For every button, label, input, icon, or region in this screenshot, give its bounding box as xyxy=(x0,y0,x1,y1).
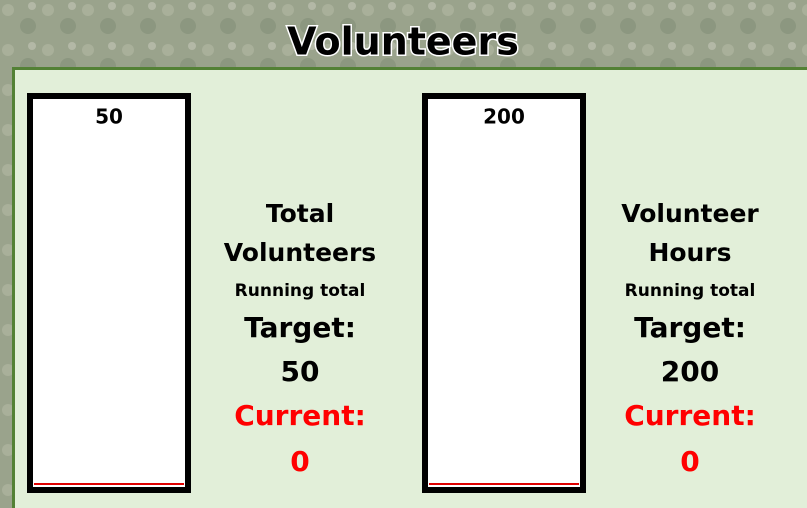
thermometer xyxy=(27,93,191,493)
target-value: 200 xyxy=(661,355,719,388)
name-line: Volunteer xyxy=(621,199,759,228)
content: 50 Total Volunteers Running total Target: 50 C… xyxy=(27,93,759,493)
target-value: 50 xyxy=(281,355,320,388)
title: Volunteers xyxy=(287,20,519,64)
subtitle: Running total xyxy=(625,281,756,301)
thermometer xyxy=(422,93,586,493)
subtitle: Running total xyxy=(235,281,366,301)
current-value: 0 xyxy=(680,445,699,478)
current-label: Current: xyxy=(234,399,366,432)
max-label: 200 xyxy=(483,105,525,129)
current-value: 0 xyxy=(290,445,309,478)
name-line: Volunteers xyxy=(224,238,376,267)
current-label: Current: xyxy=(624,399,756,432)
target-label: Target: xyxy=(634,311,746,344)
max-label: 50 xyxy=(95,105,123,129)
target-label: Target: xyxy=(244,311,356,344)
name-line: Total xyxy=(266,199,334,228)
name-line: Hours xyxy=(648,238,731,267)
